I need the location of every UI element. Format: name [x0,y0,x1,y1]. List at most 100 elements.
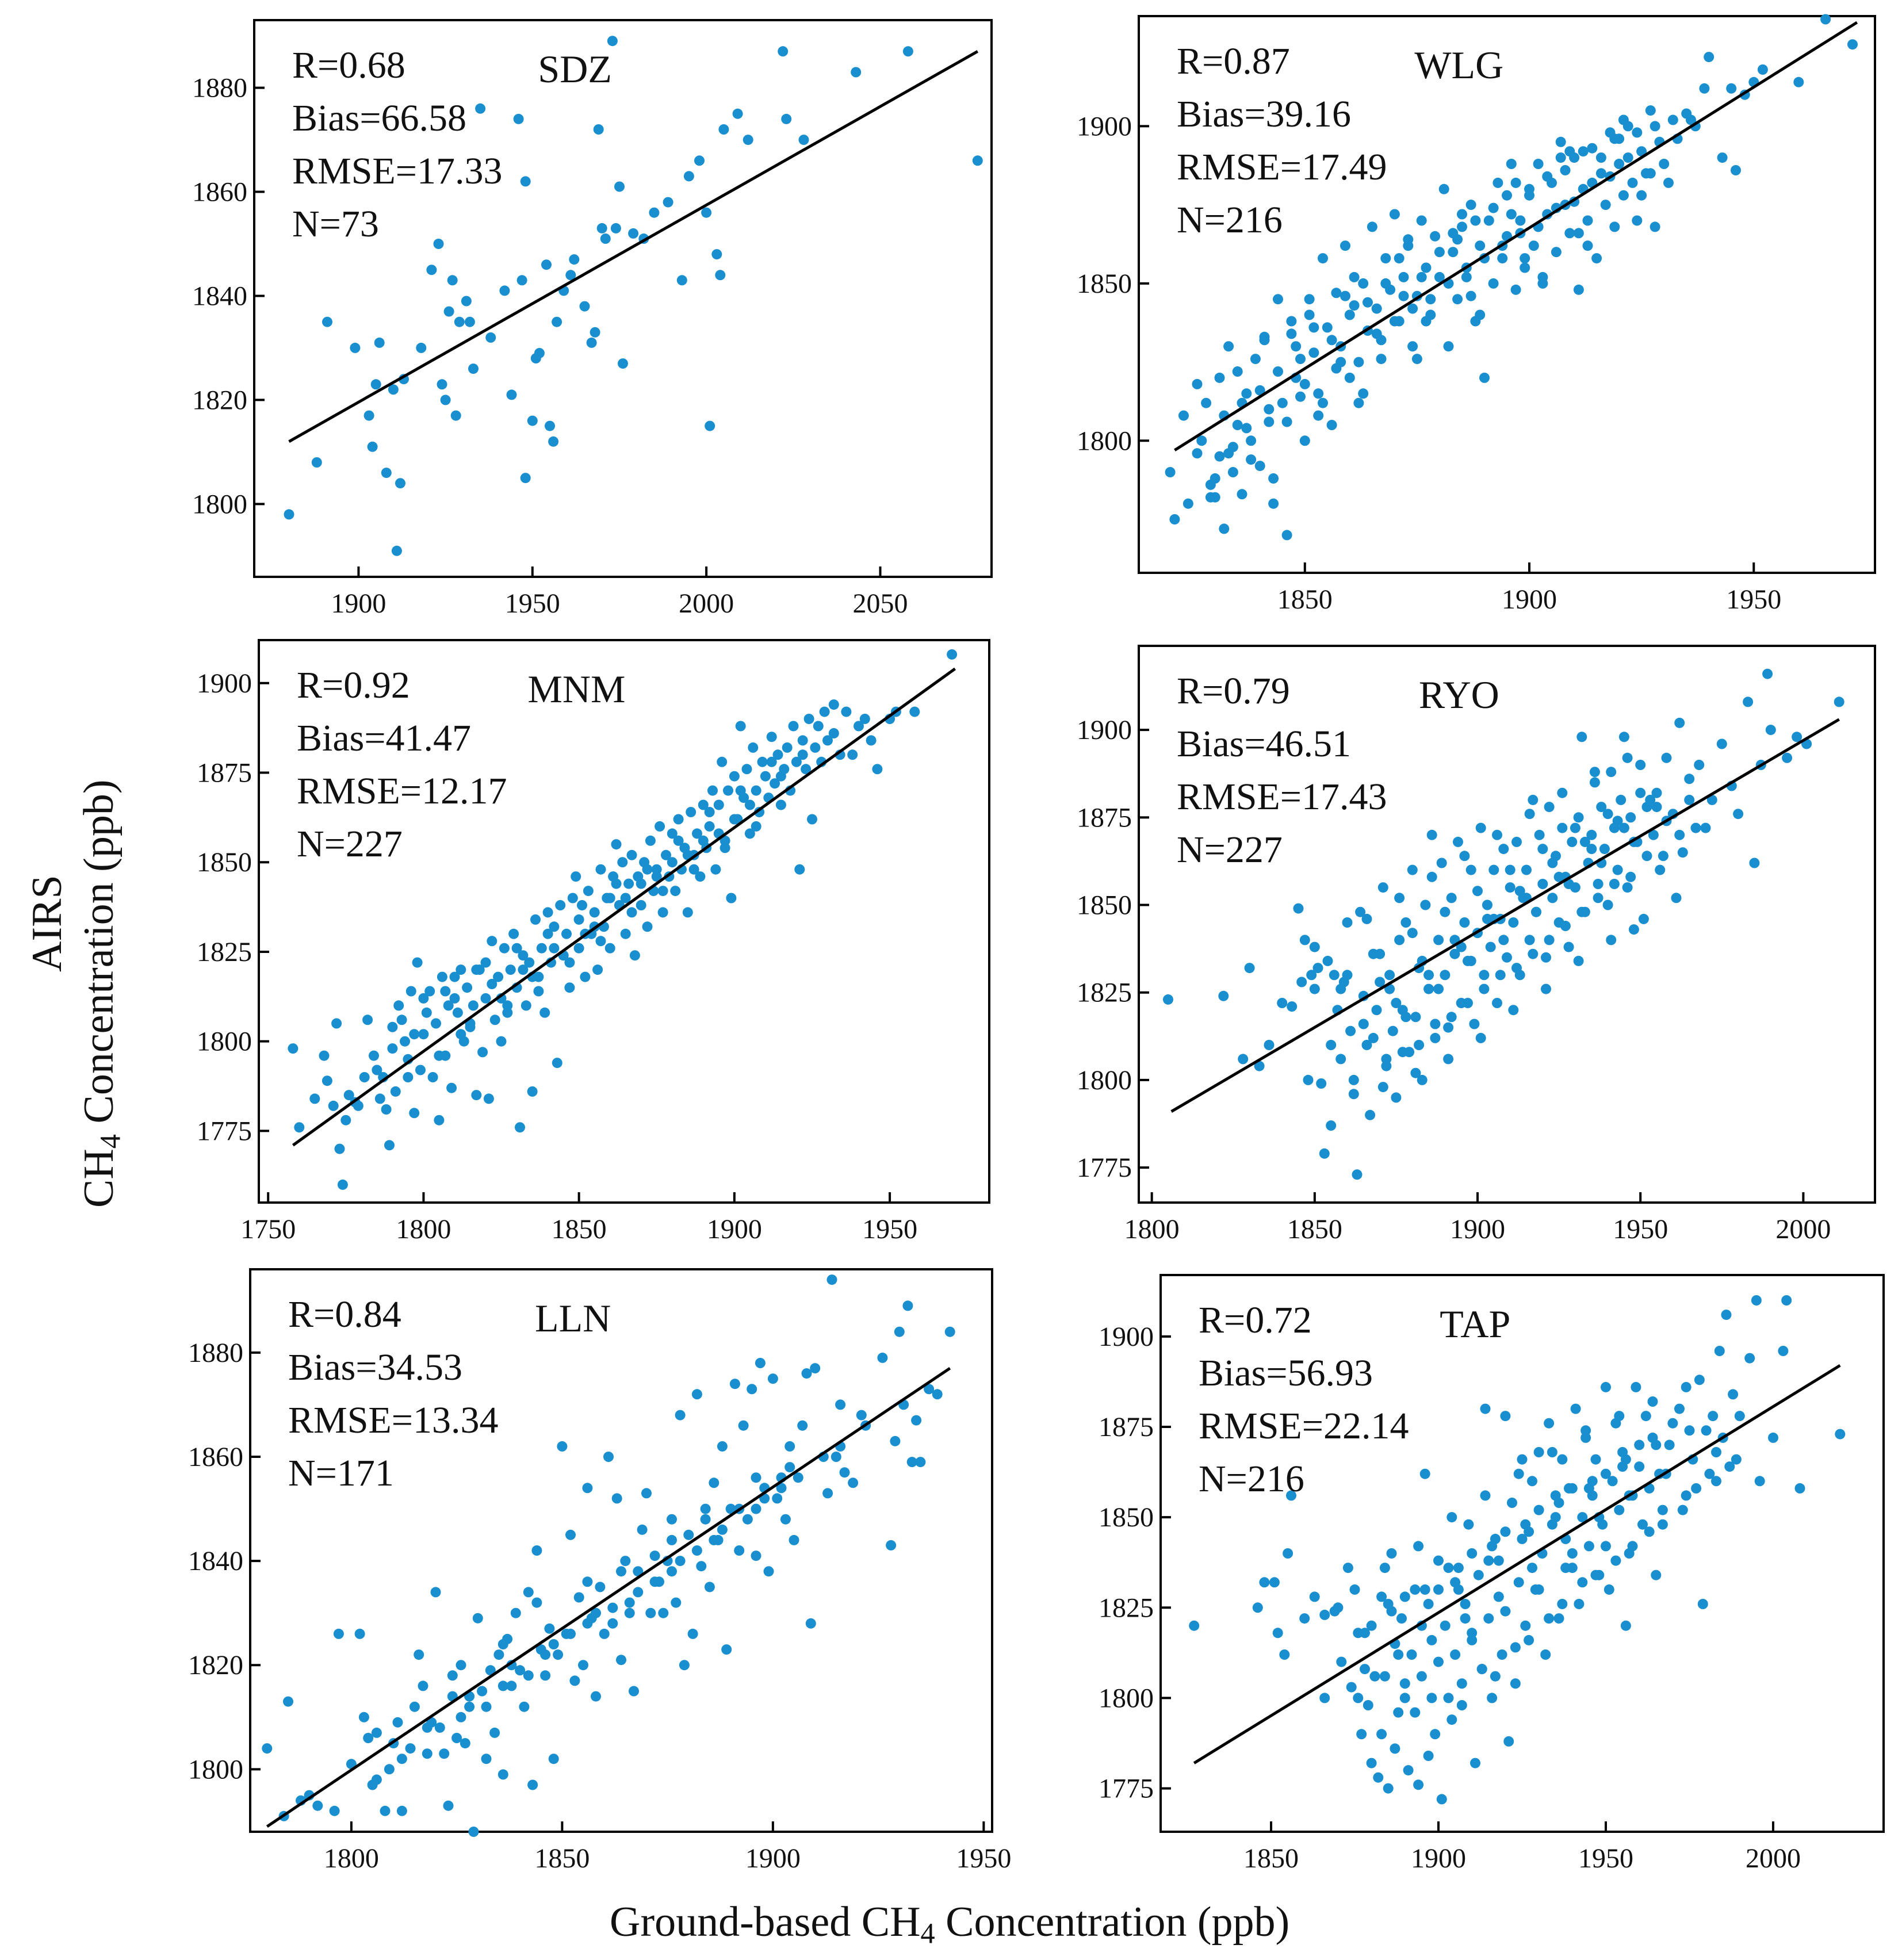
data-point-mnm-58 [508,928,519,939]
stat-sdz-1: Bias=66.58 [292,97,466,139]
y-tick-label-tap-1875: 1875 [1099,1412,1154,1442]
data-point-tap-68 [1533,1447,1544,1457]
data-point-mnm-215 [642,864,653,875]
data-point-wlg-99 [1627,177,1638,188]
data-point-mnm-60 [515,1122,525,1133]
data-point-mnm-64 [527,1086,538,1097]
stat-ryo-0: R=0.79 [1177,670,1290,712]
data-point-ryo-49 [1426,829,1437,840]
data-point-mnm-52 [489,1015,500,1025]
data-point-lln-26 [443,1800,454,1811]
data-point-sdz-21 [468,363,479,374]
data-point-ryo-182 [1394,893,1405,904]
data-point-tap-168 [1544,1613,1555,1624]
data-point-ryo-17 [1322,955,1333,966]
data-point-mnm-164 [854,721,864,732]
data-point-wlg-125 [1273,366,1283,377]
data-point-sdz-45 [618,358,628,369]
x-tick-label-lln-1900: 1900 [745,1843,801,1874]
data-point-sdz-12 [426,265,437,275]
data-point-sdz-6 [374,337,385,348]
data-point-mnm-173 [480,957,491,968]
data-point-sdz-4 [363,410,374,421]
data-point-lln-57 [573,1592,584,1603]
data-point-lln-37 [489,1727,500,1738]
data-point-ryo-50 [1430,1032,1441,1043]
data-point-sdz-7 [381,468,392,478]
data-point-ryo-43 [1407,864,1418,875]
data-point-lln-138 [633,1587,644,1598]
y-tick-label-ryo-1900: 1900 [1077,715,1132,745]
data-point-wlg-13 [1241,388,1252,399]
data-point-ryo-34 [1377,882,1388,893]
panel-ryo: 1800 1850 1900 1950 2000 1775 1800 1825 1850 1875… [1077,645,1876,1245]
data-point-sdz-37 [579,301,590,312]
data-point-tap-112 [1701,1425,1712,1436]
data-point-lln-45 [523,1587,534,1598]
data-point-tap-60 [1507,1498,1517,1508]
data-point-tap-114 [1708,1411,1719,1422]
data-point-sdz-40 [596,223,607,233]
data-point-tap-36 [1426,1693,1437,1703]
data-point-lln-99 [751,1551,761,1561]
data-point-mnm-214 [611,878,622,889]
data-point-tap-78 [1567,1548,1578,1559]
data-point-wlg-133 [1416,271,1427,282]
data-point-mnm-72 [552,1058,562,1069]
data-point-mnm-189 [620,893,631,904]
data-point-mnm-79 [573,943,584,954]
x-tick-label-ryo-2000: 2000 [1775,1214,1831,1245]
data-point-ryo-36 [1384,970,1395,981]
y-tick-label-lln-1820: 1820 [188,1650,243,1680]
data-point-ryo-32 [1371,1005,1382,1016]
y-tick-label-mnm-1825: 1825 [197,937,252,967]
data-point-wlg-182 [1304,309,1315,320]
data-point-tap-200 [1547,1447,1557,1457]
data-point-lln-172 [700,1503,711,1514]
data-point-ryo-52 [1436,858,1447,868]
data-point-lln-111 [805,1618,816,1629]
data-point-sdz-63 [416,342,427,353]
data-point-tap-38 [1433,1555,1444,1566]
data-point-lln-120 [894,1326,905,1337]
data-point-lln-166 [667,1534,677,1545]
data-point-mnm-208 [372,1065,382,1075]
data-point-ryo-27 [1355,906,1366,917]
data-point-tap-188 [1524,1634,1534,1645]
data-point-wlg-68 [1488,278,1499,289]
data-point-wlg-194 [1376,335,1387,346]
plot-frame-wlg [1138,15,1876,574]
data-point-sdz-23 [499,285,510,296]
data-point-sdz-36 [569,254,580,265]
data-point-lln-157 [607,1618,618,1629]
data-point-lln-75 [649,1551,660,1561]
panel-wlg: 1850 1900 1950 1800 1850 1900 R=0.87 Bias=39.16… [1077,14,1876,615]
y-tick-label-mnm-1800: 1800 [197,1027,252,1057]
data-point-tap-137 [1533,1505,1544,1515]
data-point-lln-126 [924,1384,935,1395]
data-point-mnm-170 [387,1021,398,1032]
data-point-ryo-113 [1635,760,1646,770]
stat-wlg-0: R=0.87 [1177,40,1290,82]
data-point-ryo-117 [1655,864,1666,875]
data-point-ryo-66 [1482,899,1492,910]
data-point-tap-129 [1835,1429,1846,1440]
data-point-wlg-118 [1793,76,1804,87]
data-point-wlg-58 [1443,341,1454,352]
data-point-mnm-32 [427,1072,438,1082]
data-point-lln-106 [780,1514,791,1525]
data-point-sdz-18 [450,410,461,421]
data-point-ryo-172 [1479,983,1490,994]
data-point-ryo-118 [1661,752,1672,763]
data-point-ryo-196 [1579,836,1590,847]
data-point-sdz-34 [552,316,562,327]
data-point-wlg-160 [1232,366,1243,377]
data-point-tap-184 [1390,1743,1400,1754]
y-tick-label-ryo-1825: 1825 [1077,978,1132,1008]
data-point-sdz-42 [607,36,618,47]
data-point-mnm-176 [573,914,584,925]
data-point-ryo-14 [1312,963,1323,974]
data-point-ryo-183 [1426,871,1437,882]
data-point-tap-71 [1544,1418,1555,1429]
data-point-sdz-25 [513,113,524,124]
